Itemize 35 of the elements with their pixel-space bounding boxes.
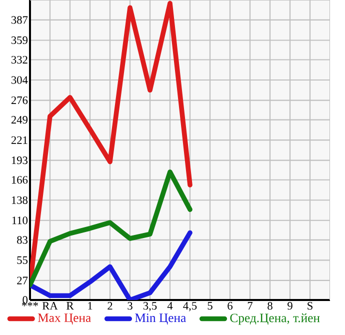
x-tick-label: 4 [167, 302, 173, 310]
legend-label: Max Цена [38, 314, 91, 325]
y-tick-label: 193 [12, 156, 28, 164]
legend-label: Min Цена [135, 314, 186, 325]
x-tick-label: 1 [88, 302, 92, 310]
x-tick-label: 4,5 [183, 302, 197, 312]
x-tick-label: 2 [108, 302, 112, 310]
y-tick-label: 221 [11, 136, 28, 144]
y-tick-label: 249 [11, 116, 28, 124]
line-series [30, 230, 192, 300]
x-tick-label: 7 [248, 302, 253, 310]
y-tick-label: 387 [12, 16, 28, 24]
y-tick-label: 0 [22, 296, 28, 304]
y-tick-label: 110 [12, 216, 28, 224]
x-tick-label: 6 [228, 302, 233, 310]
x-tick-label: 3,5 [143, 302, 157, 312]
y-tick-label: 83 [17, 236, 28, 244]
line-series [30, 170, 192, 288]
x-tick-label: 8 [268, 302, 272, 310]
y-tick-label: 332 [12, 56, 28, 64]
y-tick-label: 166 [12, 176, 28, 184]
x-tick-label: S [308, 302, 312, 310]
x-tick-label: R [66, 302, 74, 310]
y-tick-label: 304 [12, 76, 28, 84]
x-tick-label: *** [22, 302, 38, 306]
y-tick-label: 27 [17, 276, 28, 284]
x-tick-label: 5 [208, 302, 212, 310]
y-tick-label: 359 [12, 36, 28, 44]
legend-label: Сред.Цена, т.йен [230, 313, 320, 325]
x-tick-label: RA [42, 302, 58, 310]
x-tick-label: 3 [128, 302, 132, 310]
y-tick-label: 55 [17, 256, 28, 264]
y-tick-label: 276 [11, 96, 28, 104]
y-tick-label: 138 [12, 196, 28, 204]
x-tick-label: 9 [288, 302, 292, 310]
